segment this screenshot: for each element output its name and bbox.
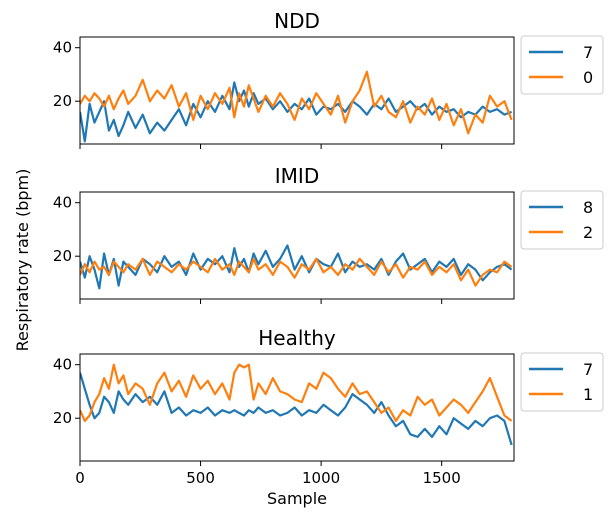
legend-label: 2	[583, 223, 593, 242]
chart-panels: NDD 20 40 7 0 IMID 20 40 8 2 Healthy 20 40 0 500 1000 15…	[53, 9, 604, 508]
y-tick-label: 40	[53, 356, 72, 374]
y-tick-label: 20	[53, 247, 72, 265]
chart-panel-0: NDD 20 40 7 0	[53, 9, 604, 149]
legend-box	[520, 352, 604, 412]
legend-box	[520, 35, 604, 95]
legend-label: 7	[583, 43, 593, 62]
x-tick-label: 1000	[302, 469, 340, 487]
x-tick-label: 0	[75, 469, 85, 487]
y-tick-label: 40	[53, 39, 72, 57]
legend-label: 0	[583, 68, 593, 87]
series-line-0	[80, 70, 513, 135]
legend-label: 1	[583, 385, 593, 404]
plot-frame	[79, 36, 515, 145]
y-tick-label: 40	[53, 194, 72, 212]
panel-title: Healthy	[258, 326, 336, 350]
chart-panel-1: IMID 20 40 8 2	[53, 164, 604, 304]
panel-title: NDD	[274, 9, 320, 33]
y-axis-label: Respiratory rate (bpm)	[13, 169, 32, 352]
series-line-2	[80, 257, 513, 287]
series-line-7	[80, 372, 513, 446]
plot-frame	[79, 353, 515, 462]
y-tick-label: 20	[53, 409, 72, 427]
x-tick-label: 500	[186, 469, 215, 487]
y-tick-label: 20	[53, 92, 72, 110]
panel-title: IMID	[275, 164, 319, 188]
x-tick-label: 1500	[423, 469, 461, 487]
x-axis-label: Sample	[267, 489, 327, 508]
series-line-1	[80, 363, 513, 422]
chart-panel-2: Healthy 20 40 0 500 1000 1500 Sample 7 1	[53, 326, 604, 508]
plot-frame	[79, 191, 515, 300]
series-line-8	[80, 244, 513, 290]
legend-label: 7	[583, 360, 593, 379]
legend-box	[520, 190, 604, 250]
series-line-7	[80, 81, 512, 143]
legend-label: 8	[583, 198, 593, 217]
